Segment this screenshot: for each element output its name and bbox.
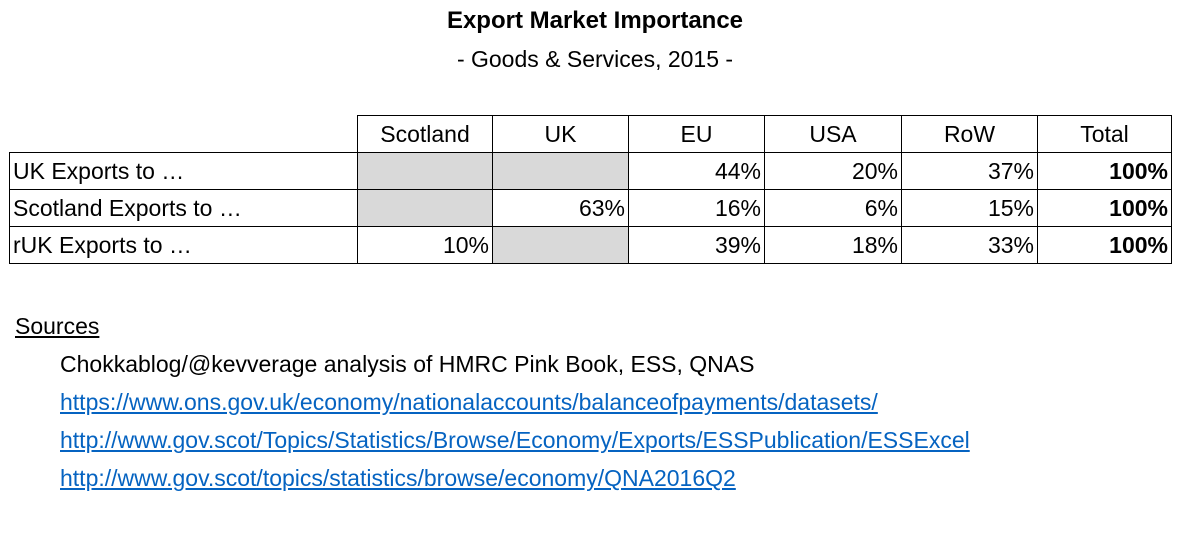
source-link-gov-scot-ess[interactable]: http://www.gov.scot/Topics/Statistics/Br… xyxy=(60,427,970,453)
table-cell: 39% xyxy=(628,226,765,264)
row-label-scotland-exports: Scotland Exports to … xyxy=(9,189,358,227)
table-cell: 15% xyxy=(901,189,1038,227)
column-header-eu: EU xyxy=(628,115,765,153)
table-cell: 16% xyxy=(628,189,765,227)
column-header-row: RoW xyxy=(901,115,1038,153)
column-header-uk: UK xyxy=(492,115,629,153)
sources-analysis-text: Chokkablog/@kevverage analysis of HMRC P… xyxy=(60,351,755,377)
column-header-total: Total xyxy=(1037,115,1172,153)
table-corner-cell xyxy=(9,115,358,153)
table-cell xyxy=(492,226,629,264)
table-cell: 10% xyxy=(357,226,493,264)
table-cell-total: 100% xyxy=(1037,226,1172,264)
table-header-row: Scotland UK EU USA RoW Total xyxy=(9,115,1172,153)
table-row: rUK Exports to … 10% 39% 18% 33% 100% xyxy=(9,226,1172,264)
table-cell: 20% xyxy=(764,152,902,190)
table-row: Scotland Exports to … 63% 16% 6% 15% 100… xyxy=(9,189,1172,227)
sources-heading: Sources xyxy=(15,313,100,339)
table-cell xyxy=(357,152,493,190)
table-cell xyxy=(357,189,493,227)
column-header-usa: USA xyxy=(764,115,902,153)
table-cell: 18% xyxy=(764,226,902,264)
table-cell: 6% xyxy=(764,189,902,227)
export-market-table: Scotland UK EU USA RoW Total UK Exports … xyxy=(9,115,1172,264)
column-header-scotland: Scotland xyxy=(357,115,493,153)
table-cell: 63% xyxy=(492,189,629,227)
table-cell-total: 100% xyxy=(1037,189,1172,227)
page-title: Export Market Importance xyxy=(446,7,744,34)
table-cell: 37% xyxy=(901,152,1038,190)
page-subtitle: - Goods & Services, 2015 - xyxy=(456,46,734,72)
table-cell-total: 100% xyxy=(1037,152,1172,190)
row-label-ruk-exports: rUK Exports to … xyxy=(9,226,358,264)
table-cell: 33% xyxy=(901,226,1038,264)
table-cell: 44% xyxy=(628,152,765,190)
source-link-ons[interactable]: https://www.ons.gov.uk/economy/nationala… xyxy=(60,389,878,415)
table-row: UK Exports to … 44% 20% 37% 100% xyxy=(9,152,1172,190)
table-cell xyxy=(492,152,629,190)
row-label-uk-exports: UK Exports to … xyxy=(9,152,358,190)
source-link-gov-scot-qna[interactable]: http://www.gov.scot/topics/statistics/br… xyxy=(60,465,736,491)
